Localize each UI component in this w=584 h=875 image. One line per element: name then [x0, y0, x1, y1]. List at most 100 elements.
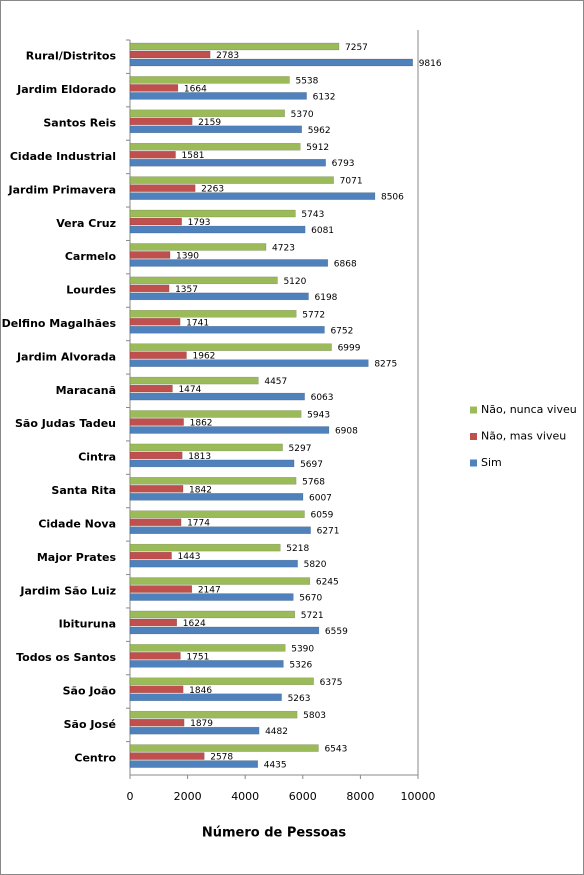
value-label: 2263 — [201, 185, 224, 195]
bar — [129, 359, 369, 367]
y-tick-label: Todos os Santos — [16, 651, 116, 664]
value-label: 1846 — [189, 686, 212, 696]
legend-label: Sim — [481, 456, 502, 469]
x-tick-label: 10000 — [401, 790, 436, 803]
y-tick-label: Vera Cruz — [56, 217, 116, 230]
value-label: 1357 — [175, 285, 198, 295]
value-label: 6908 — [335, 427, 358, 437]
value-label: 6559 — [325, 627, 348, 637]
value-label: 5670 — [299, 594, 322, 604]
value-label: 5772 — [302, 310, 325, 320]
bar — [129, 109, 285, 118]
bar — [129, 259, 329, 267]
value-label: 1624 — [183, 619, 206, 629]
y-tick-label: Centro — [74, 751, 116, 764]
value-label: 5768 — [302, 477, 325, 487]
bar — [129, 76, 290, 84]
bar — [129, 610, 296, 619]
bar — [129, 459, 295, 468]
bar — [129, 493, 304, 501]
value-label: 1862 — [190, 419, 213, 429]
value-label: 1443 — [178, 552, 201, 562]
value-label: 6271 — [317, 527, 340, 537]
bar — [129, 660, 284, 668]
bar — [129, 42, 340, 51]
bar — [129, 710, 298, 719]
bar — [129, 577, 311, 585]
value-label: 6132 — [313, 92, 336, 102]
value-label: 6081 — [311, 226, 334, 236]
y-tick-label: Maracanã — [56, 384, 116, 397]
y-tick-label: Cidade Industrial — [10, 150, 116, 163]
value-label: 5943 — [307, 411, 330, 421]
bar — [129, 125, 302, 134]
value-label: 1774 — [187, 519, 210, 529]
value-label: 5912 — [306, 143, 329, 153]
bar — [129, 150, 176, 159]
value-label: 1664 — [184, 84, 207, 94]
legend-swatch — [470, 406, 477, 414]
bar — [129, 276, 278, 285]
value-label: 8506 — [381, 193, 404, 203]
bar — [129, 176, 334, 184]
y-tick-label: São João — [63, 684, 117, 697]
bar — [129, 443, 283, 452]
bar — [129, 284, 170, 293]
value-label: 5326 — [289, 660, 312, 670]
bar — [129, 343, 332, 351]
value-label: 5820 — [304, 560, 327, 570]
bar — [129, 685, 184, 694]
y-tick-label: Cidade Nova — [38, 517, 116, 530]
value-label: 5370 — [291, 110, 314, 120]
bar — [129, 518, 182, 526]
bar — [129, 485, 184, 493]
value-label: 4457 — [264, 377, 287, 387]
bar — [129, 543, 281, 552]
value-label: 1813 — [188, 452, 211, 462]
value-label: 1842 — [189, 485, 212, 495]
bar — [129, 251, 171, 259]
bar — [129, 142, 301, 151]
y-tick-label: Delfino Magalhães — [2, 317, 117, 330]
x-tick-label: 4000 — [231, 790, 259, 803]
bar — [129, 726, 260, 735]
y-tick-label: Jardim Eldorado — [16, 83, 116, 96]
value-label: 5721 — [301, 611, 324, 621]
y-tick-label: Santos Reis — [43, 117, 116, 130]
legend-label: Não, mas viveu — [481, 430, 566, 443]
value-label: 7071 — [340, 177, 363, 187]
bar — [129, 677, 314, 686]
legend-label: Não, nunca viveu — [481, 403, 577, 416]
bar — [129, 644, 286, 652]
bar — [129, 217, 182, 226]
y-tick-label: Jardim Primavera — [8, 183, 117, 196]
bar — [129, 158, 326, 167]
value-label: 1581 — [182, 151, 205, 161]
bar — [129, 559, 298, 568]
bar — [129, 192, 376, 200]
bar — [129, 384, 173, 393]
bar — [129, 585, 193, 593]
y-tick-label: Major Prates — [37, 551, 117, 564]
x-tick-label: 0 — [127, 790, 134, 803]
y-tick-label: São Judas Tadeu — [15, 417, 116, 430]
bar — [129, 184, 196, 192]
bar — [129, 92, 307, 100]
value-label: 4723 — [272, 243, 295, 253]
bar — [129, 225, 306, 234]
bar — [129, 718, 185, 727]
bar — [129, 84, 179, 92]
value-label: 6543 — [324, 745, 347, 755]
y-tick-label: Lourdes — [66, 284, 116, 297]
bar — [129, 376, 259, 385]
value-label: 5962 — [308, 126, 331, 136]
bar — [129, 526, 311, 534]
bar — [129, 117, 193, 126]
bar — [129, 760, 258, 768]
value-label: 5263 — [288, 694, 311, 704]
value-label: 9816 — [419, 59, 442, 69]
value-label: 6245 — [316, 578, 339, 588]
bar — [129, 426, 330, 434]
value-label: 5120 — [283, 277, 306, 287]
